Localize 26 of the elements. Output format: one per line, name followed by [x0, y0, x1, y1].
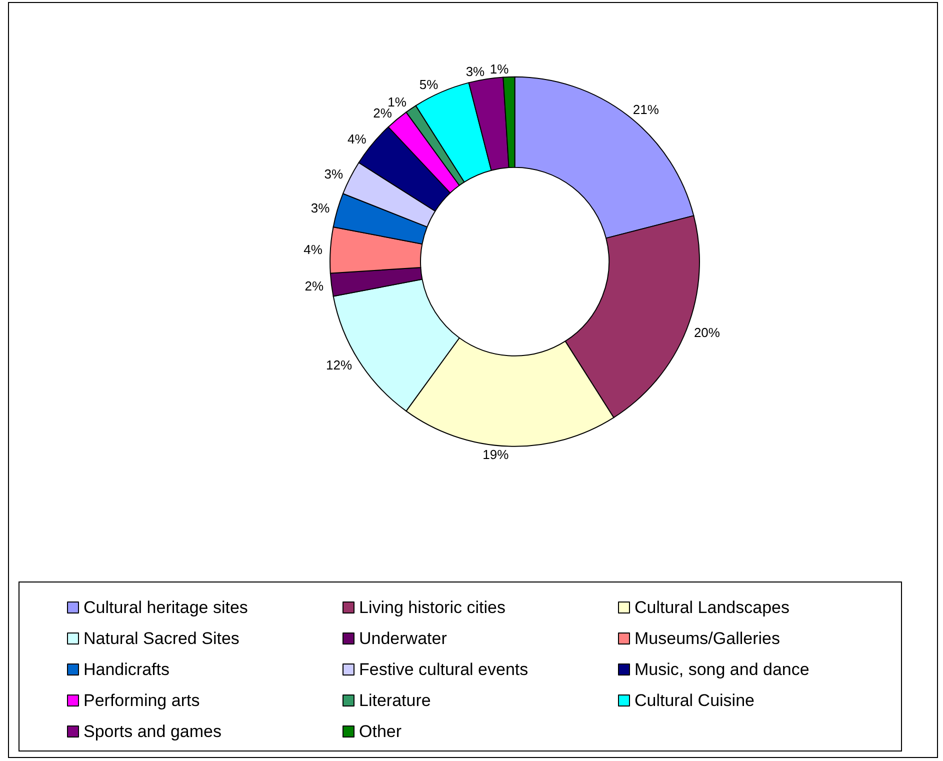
legend-label: Natural Sacred Sites — [84, 629, 240, 648]
legend-label: Other — [359, 722, 402, 741]
legend-label: Music, song and dance — [634, 660, 810, 679]
legend-label: Handicrafts — [84, 660, 170, 679]
legend-label: Festive cultural events — [359, 660, 528, 679]
legend-label: Performing arts — [84, 691, 200, 710]
legend-label: Underwater — [359, 629, 448, 648]
legend-label: Sports and games — [84, 722, 222, 741]
legend-label: Living historic cities — [359, 598, 506, 617]
data-label: 1% — [490, 61, 510, 76]
data-label: 2% — [304, 278, 324, 294]
legend-label: Museums/Galleries — [634, 629, 780, 648]
data-label: 12% — [326, 357, 352, 372]
data-label: 19% — [482, 446, 510, 462]
data-label: 3% — [466, 64, 486, 79]
legend-label: Literature — [359, 691, 431, 710]
data-label: 3% — [324, 166, 344, 182]
legend-label: Cultural Landscapes — [634, 598, 790, 617]
data-label: 3% — [310, 200, 330, 216]
data-label: 4% — [304, 242, 323, 258]
data-label: 20% — [694, 325, 720, 340]
legend-label: Cultural Cuisine — [634, 691, 754, 710]
legend-label: Cultural heritage sites — [84, 598, 248, 617]
data-label: 5% — [419, 77, 439, 92]
data-label: 4% — [347, 131, 367, 146]
data-label: 21% — [632, 102, 660, 117]
